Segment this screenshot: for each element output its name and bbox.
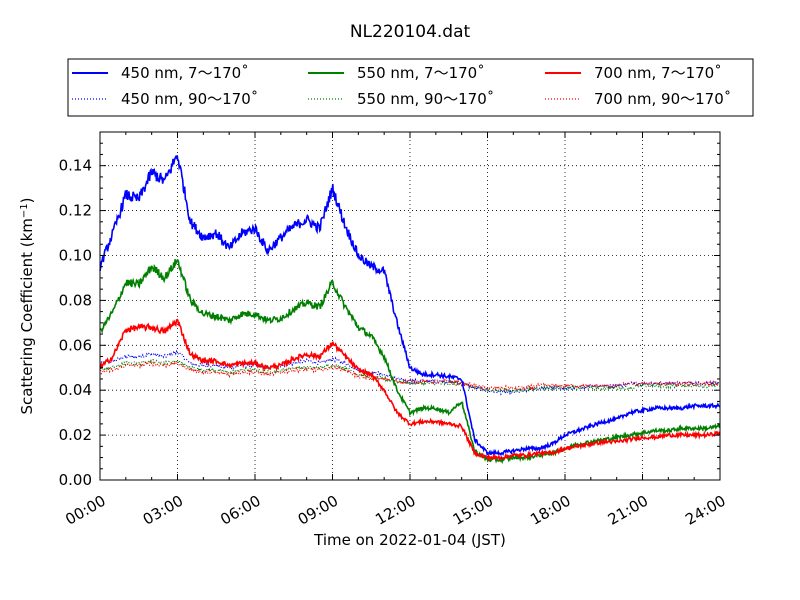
legend-label: 450 nm, 90～170˚ (121, 90, 258, 108)
y-axis-label: Scattering Coefficient (km−1) (18, 197, 36, 414)
x-tick-label: 15:00 (450, 492, 496, 529)
chart-title: NL220104.dat (350, 22, 471, 42)
x-axis-label: Time on 2022-01-04 (JST) (313, 531, 506, 549)
series-line (99, 358, 721, 394)
x-tick-label: 21:00 (605, 492, 651, 529)
series-line (99, 349, 721, 396)
y-tick-label: 0.02 (59, 426, 92, 444)
y-tick-label: 0.08 (59, 291, 92, 309)
series-line (99, 155, 721, 457)
x-tick-label: 00:00 (62, 492, 108, 529)
x-tick-label: 09:00 (295, 492, 341, 529)
legend-label: 700 nm, 7～170˚ (594, 64, 722, 82)
legend-label: 550 nm, 7～170˚ (357, 64, 485, 82)
x-tick-label: 24:00 (682, 492, 728, 529)
y-tick-label: 0.10 (59, 246, 92, 264)
y-axis-label-main: Scattering Coefficient (km (18, 218, 36, 414)
y-axis-label-close: ) (18, 197, 36, 203)
grid-lines (100, 132, 720, 480)
y-tick-label: 0.06 (59, 336, 92, 354)
y-tick-label: 0.04 (59, 381, 92, 399)
legend-frame (67, 58, 754, 117)
legend-label: 700 nm, 90～170˚ (594, 90, 731, 108)
y-axis-label-superscript: −1 (19, 203, 30, 218)
x-tick-label: 03:00 (140, 492, 186, 529)
series-layer (99, 155, 721, 465)
y-tick-label: 0.00 (59, 471, 92, 489)
x-tick-label: 06:00 (217, 492, 263, 529)
x-axis-tick-labels: 00:00 03:00 06:00 09:00 12:00 15:00 18:00 21:00… (62, 492, 728, 529)
y-axis-tick-labels: 0.00 0.02 0.04 0.06 0.08 0.10 0.12 0.14 (59, 157, 92, 489)
legend-label: 550 nm, 90～170˚ (357, 90, 494, 108)
chart-legend: 450 nm, 7～170˚ 550 nm, 7～170˚ 700 nm, 7～17… (67, 58, 754, 117)
series-line (99, 359, 721, 392)
x-tick-label: 12:00 (372, 492, 418, 529)
series-line (99, 259, 721, 465)
x-tick-label: 18:00 (527, 492, 573, 529)
y-tick-label: 0.14 (59, 157, 92, 175)
axis-ticks (99, 132, 721, 481)
series-line (99, 318, 721, 463)
legend-label: 450 nm, 7～170˚ (121, 64, 249, 82)
y-tick-label: 0.12 (59, 202, 92, 220)
